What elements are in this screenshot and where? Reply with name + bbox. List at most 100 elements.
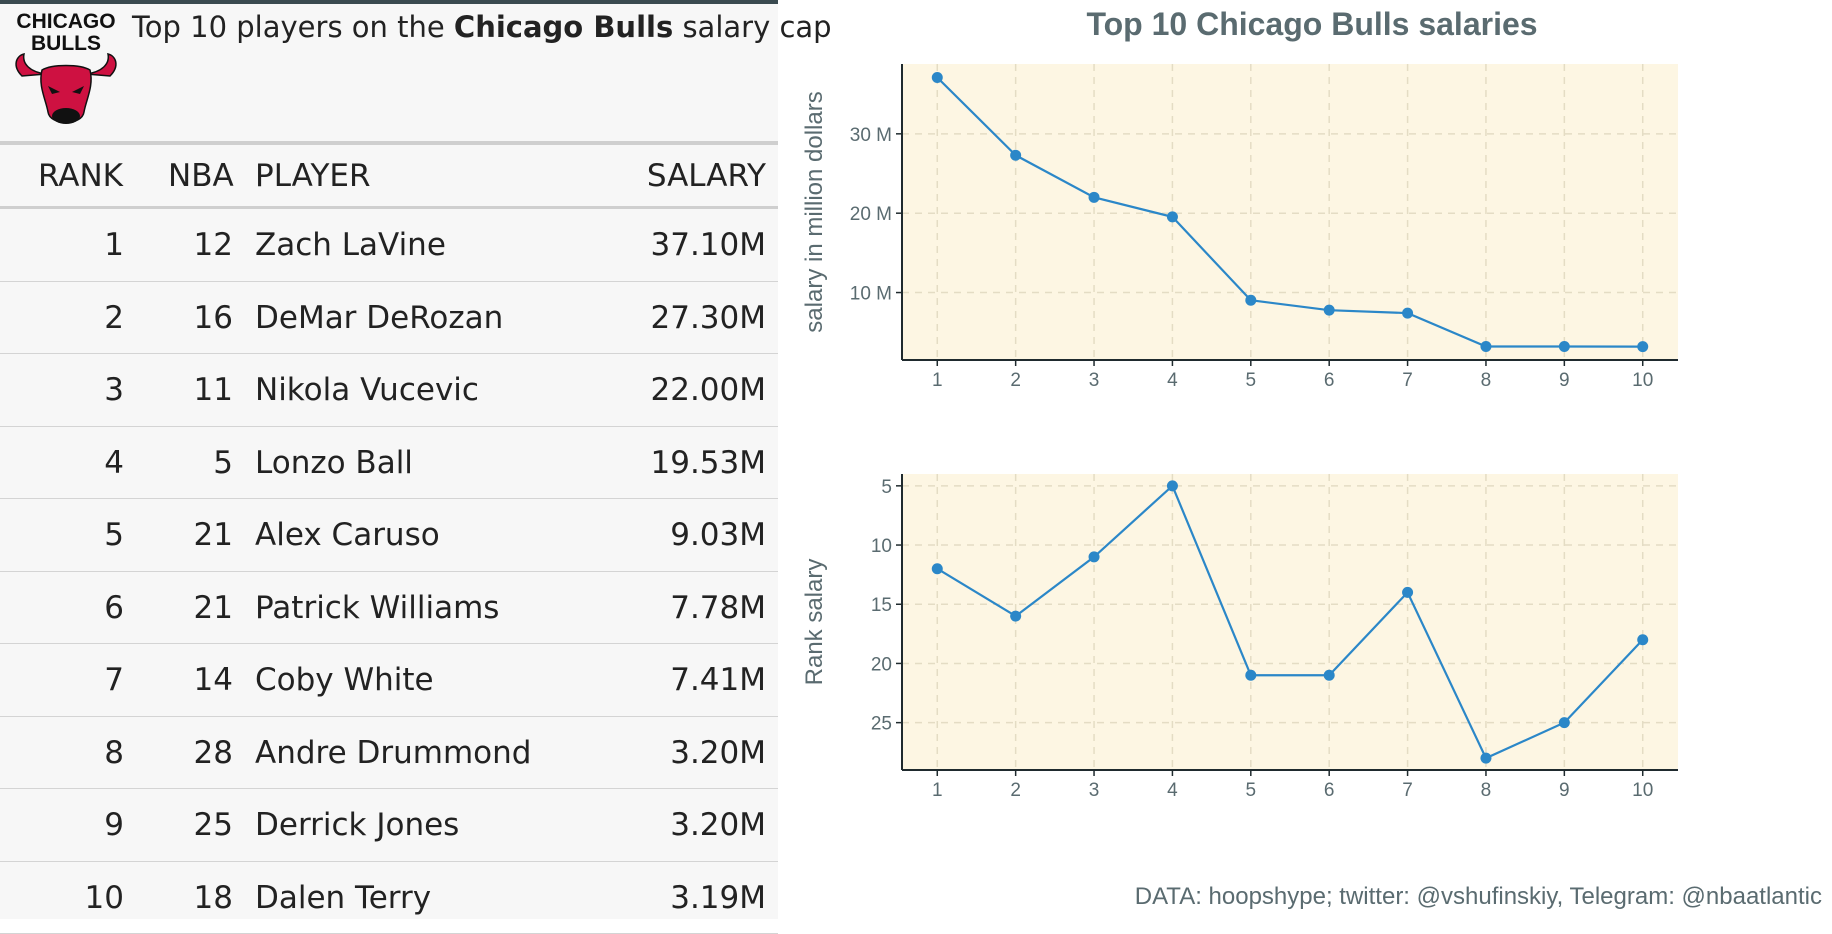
- cell-salary: 37.10M: [651, 227, 767, 263]
- y-tick-label: 15: [871, 595, 892, 616]
- x-tick-label: 10: [1632, 780, 1653, 801]
- data-point: [1324, 670, 1335, 681]
- table-row: 1 12 Zach LaVine 37.10M: [0, 209, 778, 282]
- cell-salary: 3.20M: [670, 807, 766, 843]
- x-tick-label: 7: [1402, 370, 1413, 391]
- y-tick-label: 20: [871, 654, 892, 675]
- cell-nba: 12: [194, 227, 233, 263]
- y-tick-label: 10: [871, 536, 892, 557]
- cell-player: Coby White: [255, 662, 434, 698]
- cell-salary: 3.20M: [670, 735, 766, 771]
- y-tick-label: 5: [881, 477, 892, 498]
- x-tick-label: 3: [1089, 780, 1100, 801]
- cell-player: Lonzo Ball: [255, 445, 413, 481]
- cell-nba: 11: [194, 372, 233, 408]
- cell-nba: 5: [213, 445, 233, 481]
- cell-nba: 16: [194, 300, 233, 336]
- chart-title: Top 10 Chicago Bulls salaries: [1012, 6, 1612, 43]
- data-point: [1324, 305, 1335, 316]
- data-point: [1167, 480, 1178, 491]
- cell-nba: 21: [194, 590, 233, 626]
- top-border: [0, 0, 778, 4]
- cell-nba: 25: [194, 807, 233, 843]
- data-point: [1089, 551, 1100, 562]
- cell-salary: 27.30M: [651, 300, 767, 336]
- x-tick-label: 4: [1167, 780, 1178, 801]
- x-tick-label: 5: [1246, 370, 1257, 391]
- table-row: 4 5 Lonzo Ball 19.53M: [0, 427, 778, 500]
- table-title-pre: Top 10 players on the: [132, 10, 454, 44]
- x-tick-label: 5: [1246, 780, 1257, 801]
- x-tick-label: 4: [1167, 370, 1178, 391]
- cell-salary: 19.53M: [651, 445, 767, 481]
- x-tick-label: 9: [1559, 780, 1570, 801]
- data-point: [1010, 150, 1021, 161]
- x-tick-label: 10: [1632, 370, 1653, 391]
- data-point: [1010, 611, 1021, 622]
- x-tick-label: 2: [1010, 780, 1021, 801]
- cell-rank: 1: [104, 227, 124, 263]
- data-point: [1480, 341, 1491, 352]
- cell-rank: 4: [104, 445, 124, 481]
- y-tick-label: 30 M: [850, 125, 892, 146]
- cell-salary: 22.00M: [651, 372, 767, 408]
- data-point: [1089, 192, 1100, 203]
- y-axis-label: salary in million dollars: [801, 91, 828, 332]
- data-point: [932, 72, 943, 83]
- data-point: [1167, 211, 1178, 222]
- data-point: [1245, 295, 1256, 306]
- x-tick-label: 7: [1402, 780, 1413, 801]
- cell-salary: 7.78M: [670, 590, 766, 626]
- data-point: [1480, 753, 1491, 764]
- column-header-salary: SALARY: [647, 158, 766, 194]
- table-title-team: Chicago Bulls: [454, 10, 673, 44]
- cell-player: Alex Caruso: [255, 517, 440, 553]
- cell-player: DeMar DeRozan: [255, 300, 503, 336]
- cell-player: Zach LaVine: [255, 227, 446, 263]
- table-row: 2 16 DeMar DeRozan 27.30M: [0, 282, 778, 355]
- cell-player: Derrick Jones: [255, 807, 459, 843]
- chicago-bulls-logo: CHICAGO BULLS: [8, 8, 124, 134]
- cell-salary: 7.41M: [670, 662, 766, 698]
- data-point: [1559, 717, 1570, 728]
- header-top-divider: [0, 141, 778, 145]
- data-point: [1402, 308, 1413, 319]
- cell-rank: 6: [104, 590, 124, 626]
- cell-player: Dalen Terry: [255, 880, 431, 916]
- logo-text-line2: BULLS: [31, 32, 101, 55]
- data-point: [1637, 634, 1648, 645]
- table-title-post: salary cap: [673, 10, 831, 44]
- cell-rank: 10: [85, 880, 124, 916]
- y-axis-label: Rank salary: [801, 559, 828, 686]
- data-point: [1402, 587, 1413, 598]
- data-source-caption: DATA: hoopshype; twitter: @vshufinskiy, …: [1135, 883, 1822, 911]
- cell-rank: 3: [104, 372, 124, 408]
- x-tick-label: 6: [1324, 780, 1335, 801]
- plot-background: [902, 64, 1678, 360]
- y-tick-label: 20 M: [850, 204, 892, 225]
- cell-rank: 7: [104, 662, 124, 698]
- x-tick-label: 3: [1089, 370, 1100, 391]
- x-tick-label: 9: [1559, 370, 1570, 391]
- cell-nba: 18: [194, 880, 233, 916]
- cell-rank: 2: [104, 300, 124, 336]
- data-point: [1245, 670, 1256, 681]
- x-tick-label: 1: [932, 780, 943, 801]
- column-header-player: PLAYER: [255, 158, 371, 194]
- table-title: Top 10 players on the Chicago Bulls sala…: [132, 10, 772, 44]
- y-tick-label: 10 M: [850, 284, 892, 305]
- salary-table-panel: CHICAGO BULLS Top 10 players on the Chic…: [0, 0, 778, 919]
- data-point: [1559, 341, 1570, 352]
- y-tick-label: 25: [871, 714, 892, 735]
- x-tick-label: 8: [1481, 370, 1492, 391]
- cell-rank: 5: [104, 517, 124, 553]
